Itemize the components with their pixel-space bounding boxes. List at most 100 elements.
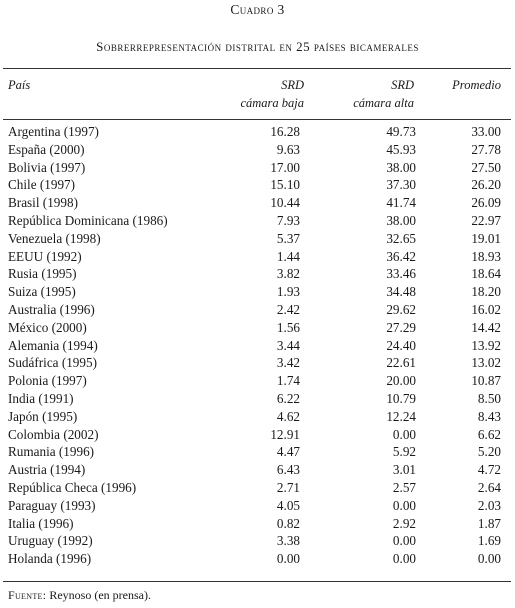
cell-country: Alemania (1994) [8, 337, 98, 353]
cell-srd-alta: 41.74 [386, 195, 416, 211]
cell-srd-alta: 3.01 [392, 462, 416, 478]
cell-srd-alta: 0.00 [392, 426, 416, 442]
table-body: Argentina (1997) 16.28 49.73 33.00 España (2… [0, 123, 515, 568]
cell-srd-alta: 24.40 [386, 337, 416, 353]
cell-promedio: 18.20 [471, 284, 501, 300]
table-row: Colombia (2002) 12.91 0.00 6.62 [0, 426, 515, 444]
cell-srd-baja: 10.44 [270, 195, 300, 211]
cell-srd-alta: 37.30 [386, 177, 416, 193]
header-rule [3, 119, 511, 120]
header-promedio: Promedio [452, 78, 501, 92]
table-row: Sudáfrica (1995) 3.42 22.61 13.02 [0, 354, 515, 372]
cell-srd-alta: 0.00 [392, 551, 416, 567]
table-row: Japón (1995) 4.62 12.24 8.43 [0, 408, 515, 426]
cell-promedio: 1.69 [477, 533, 501, 549]
header-baja-line2: cámara baja [240, 96, 304, 110]
cell-srd-alta: 20.00 [386, 373, 416, 389]
cell-promedio: 19.01 [471, 230, 501, 246]
cell-country: Bolivia (1997) [8, 159, 86, 175]
cell-country: Polonia (1997) [8, 373, 87, 389]
cell-country: Holanda (1996) [8, 551, 92, 567]
table-row: Suiza (1995) 1.93 34.48 18.20 [0, 283, 515, 301]
table-row: Alemania (1994) 3.44 24.40 13.92 [0, 337, 515, 355]
table-row: Chile (1997) 15.10 37.30 26.20 [0, 176, 515, 194]
cell-srd-baja: 5.37 [276, 230, 300, 246]
bottom-rule [3, 581, 511, 582]
cell-country: Paraguay (1993) [8, 497, 96, 513]
cell-promedio: 6.62 [477, 426, 501, 442]
table-row: Holanda (1996) 0.00 0.00 0.00 [0, 550, 515, 568]
cell-promedio: 16.02 [471, 301, 501, 317]
table-row: Rumania (1996) 4.47 5.92 5.20 [0, 443, 515, 461]
cell-promedio: 27.78 [471, 141, 501, 157]
cell-srd-alta: 29.62 [386, 301, 416, 317]
cell-country: Italia (1996) [8, 515, 74, 531]
cell-srd-baja: 0.00 [276, 551, 300, 567]
cell-promedio: 26.20 [471, 177, 501, 193]
source-text: Reynoso (en prensa). [49, 588, 151, 602]
cell-promedio: 33.00 [471, 124, 501, 139]
cell-country: México (2000) [8, 319, 87, 335]
cell-srd-alta: 45.93 [386, 141, 416, 157]
header-srd-camara-alta: SRD cámara alta [338, 76, 414, 112]
header-srd-camara-baja: SRD cámara baja [228, 76, 304, 112]
cell-srd-baja: 4.47 [276, 444, 300, 460]
table-row: India (1991) 6.22 10.79 8.50 [0, 390, 515, 408]
cell-country: España (2000) [8, 141, 85, 157]
cell-promedio: 8.50 [477, 390, 501, 406]
table-row: México (2000) 1.56 27.29 14.42 [0, 319, 515, 337]
cell-srd-alta: 38.00 [386, 212, 416, 228]
cell-country: EEUU (1992) [8, 248, 82, 264]
header-baja-line1: SRD [281, 78, 304, 92]
cell-country: Austria (1994) [8, 462, 86, 478]
cell-srd-alta: 32.65 [386, 230, 416, 246]
cell-srd-baja: 1.93 [276, 284, 300, 300]
cell-srd-baja: 3.42 [276, 355, 300, 371]
cell-country: Suiza (1995) [8, 284, 76, 300]
cell-country: India (1991) [8, 390, 74, 406]
cell-srd-baja: 2.71 [276, 479, 300, 495]
cell-country: Japón (1995) [8, 408, 78, 424]
table-row: Rusia (1995) 3.82 33.46 18.64 [0, 265, 515, 283]
table-row: República Checa (1996) 2.71 2.57 2.64 [0, 479, 515, 497]
cell-promedio: 18.93 [471, 248, 501, 264]
cell-srd-alta: 0.00 [392, 533, 416, 549]
table-row: Uruguay (1992) 3.38 0.00 1.69 [0, 532, 515, 550]
cell-srd-alta: 33.46 [386, 266, 416, 282]
cell-srd-baja: 16.28 [270, 124, 300, 139]
cell-srd-baja: 12.91 [270, 426, 300, 442]
source-note: Fuente: Reynoso (en prensa). [8, 588, 151, 603]
cell-srd-baja: 4.62 [276, 408, 300, 424]
cell-srd-alta: 2.57 [392, 479, 416, 495]
cell-srd-baja: 3.82 [276, 266, 300, 282]
table-number: Cuadro 3 [230, 2, 285, 17]
cell-srd-alta: 38.00 [386, 159, 416, 175]
cell-promedio: 8.43 [477, 408, 501, 424]
cell-srd-baja: 1.56 [276, 319, 300, 335]
source-label: Fuente: [8, 588, 47, 602]
cell-srd-baja: 3.38 [276, 533, 300, 549]
cell-srd-alta: 36.42 [386, 248, 416, 264]
cell-promedio: 13.92 [471, 337, 501, 353]
table-row: Venezuela (1998) 5.37 32.65 19.01 [0, 230, 515, 248]
table-row: Australia (1996) 2.42 29.62 16.02 [0, 301, 515, 319]
cell-srd-alta: 12.24 [386, 408, 416, 424]
table-title: Sobrerrepresentación distrital en 25 paí… [96, 39, 419, 54]
cell-srd-baja: 9.63 [276, 141, 300, 157]
cell-promedio: 1.87 [477, 515, 501, 531]
cell-srd-alta: 2.92 [392, 515, 416, 531]
table-row: EEUU (1992) 1.44 36.42 18.93 [0, 248, 515, 266]
cell-promedio: 18.64 [471, 266, 501, 282]
cell-country: Colombia (2002) [8, 426, 99, 442]
cell-srd-alta: 10.79 [386, 390, 416, 406]
header-country: País [8, 78, 31, 92]
cell-promedio: 10.87 [471, 373, 501, 389]
cell-srd-baja: 17.00 [270, 159, 300, 175]
cell-promedio: 27.50 [471, 159, 501, 175]
cell-country: Australia (1996) [8, 301, 95, 317]
cell-promedio: 0.00 [477, 551, 501, 567]
cell-srd-baja: 2.42 [276, 301, 300, 317]
cell-srd-baja: 0.82 [276, 515, 300, 531]
cell-promedio: 14.42 [471, 319, 501, 335]
cell-country: Rusia (1995) [8, 266, 77, 282]
